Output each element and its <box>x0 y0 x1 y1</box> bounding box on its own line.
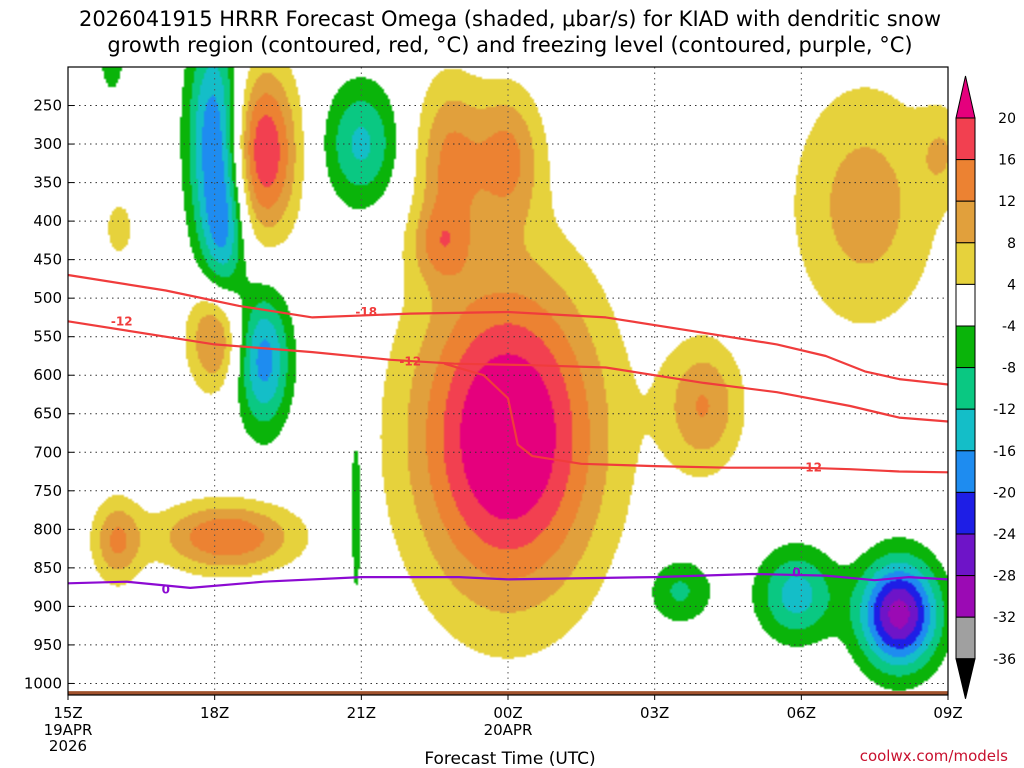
contour-label: 0 <box>162 582 170 596</box>
ground-surface <box>68 691 948 695</box>
chart-title-line-2: growth region (contoured, red, °C) and f… <box>107 33 912 57</box>
colorbar-swatch <box>955 117 976 161</box>
colorbar-swatch <box>955 200 976 244</box>
x-tick-label: 06Z <box>787 704 816 722</box>
y-tick-label: 1000 <box>24 674 62 692</box>
y-tick-label: 550 <box>33 328 62 346</box>
y-tick-label: 650 <box>33 405 62 423</box>
colorbar-label: 20 <box>998 111 1016 127</box>
colorbar-swatch <box>955 575 976 618</box>
colorbar-label: -8 <box>1002 361 1016 377</box>
colorbar-label: -4 <box>1002 319 1016 335</box>
contour-label: -12 <box>111 314 133 328</box>
colorbar-label: -24 <box>993 527 1016 543</box>
x-tick-sublabel: 20APR <box>484 721 533 739</box>
y-tick-label: 700 <box>33 443 62 461</box>
dgz-minus18-line <box>67 273 949 386</box>
contour-label: -12 <box>399 354 421 368</box>
y-axis-ticks: 250 300 350 400 450 500 550 600 650 700 750 800 850 9… <box>24 97 74 692</box>
contour-labels: -12 -18 -12 -12 0 0 <box>111 305 822 596</box>
x-tick-label: 09Z <box>933 704 962 722</box>
chart-title-line-1: 2026041915 HRRR Forecast Omega (shaded, … <box>79 7 941 31</box>
colorbar-label: 16 <box>998 153 1016 169</box>
y-tick-label: 400 <box>33 212 62 230</box>
colorbar-label: -28 <box>993 569 1016 585</box>
colorbar-swatch <box>955 533 976 577</box>
colorbar-swatch <box>955 408 976 452</box>
x-tick-sublabel: 19APR <box>44 721 93 739</box>
colorbar-label: -36 <box>993 652 1016 668</box>
colorbar-label: -32 <box>993 610 1016 626</box>
colorbar: 20 16 12 8 4 -4 -8 -12 -16 -20 -24 -28 -32 -36 <box>955 75 1016 699</box>
y-tick-label: 500 <box>33 289 62 307</box>
y-tick-label: 950 <box>33 636 62 654</box>
colorbar-swatch <box>955 159 976 202</box>
colorbar-swatch <box>955 491 976 535</box>
x-tick-label: 00Z <box>493 704 522 722</box>
y-tick-label: 300 <box>33 135 62 153</box>
contour-label: -12 <box>800 461 822 475</box>
y-tick-label: 250 <box>33 97 62 115</box>
contour-label: -18 <box>355 305 377 319</box>
contour-lines <box>67 273 949 589</box>
colorbar-label: 8 <box>1007 236 1016 252</box>
x-axis-label: Forecast Time (UTC) <box>424 749 595 768</box>
colorbar-label: 4 <box>1007 277 1016 293</box>
colorbar-swatch <box>955 242 976 285</box>
y-tick-label: 600 <box>33 366 62 384</box>
grid-lines <box>68 67 948 695</box>
dgz-minus12-lower-line <box>444 362 949 474</box>
x-tick-label: 03Z <box>640 704 669 722</box>
y-tick-label: 900 <box>33 597 62 615</box>
credit-text: coolwx.com/models <box>860 747 1008 765</box>
colorbar-label: -16 <box>993 444 1016 460</box>
y-tick-label: 800 <box>33 520 62 538</box>
x-tick-label: 21Z <box>347 704 376 722</box>
colorbar-swatch <box>955 616 976 660</box>
dgz-minus12-upper-line <box>67 320 949 423</box>
colorbar-bottom-arrow <box>955 658 976 699</box>
colorbar-label: 12 <box>998 194 1016 210</box>
contour-label: 0 <box>792 565 800 579</box>
colorbar-swatch <box>955 325 976 369</box>
colorbar-swatch <box>955 283 976 327</box>
y-tick-label: 750 <box>33 482 62 500</box>
x-tick-sublabel: 2026 <box>49 737 87 755</box>
x-tick-label: 15Z <box>53 704 82 722</box>
y-tick-label: 850 <box>33 559 62 577</box>
y-tick-label: 350 <box>33 174 62 192</box>
colorbar-swatch <box>955 450 976 493</box>
colorbar-top-arrow <box>955 75 976 119</box>
x-tick-label: 18Z <box>200 704 229 722</box>
colorbar-swatch <box>955 367 976 410</box>
colorbar-label: -12 <box>993 402 1016 418</box>
freezing-level-line <box>67 572 949 589</box>
y-tick-label: 450 <box>33 251 62 269</box>
colorbar-label: -20 <box>993 485 1016 501</box>
